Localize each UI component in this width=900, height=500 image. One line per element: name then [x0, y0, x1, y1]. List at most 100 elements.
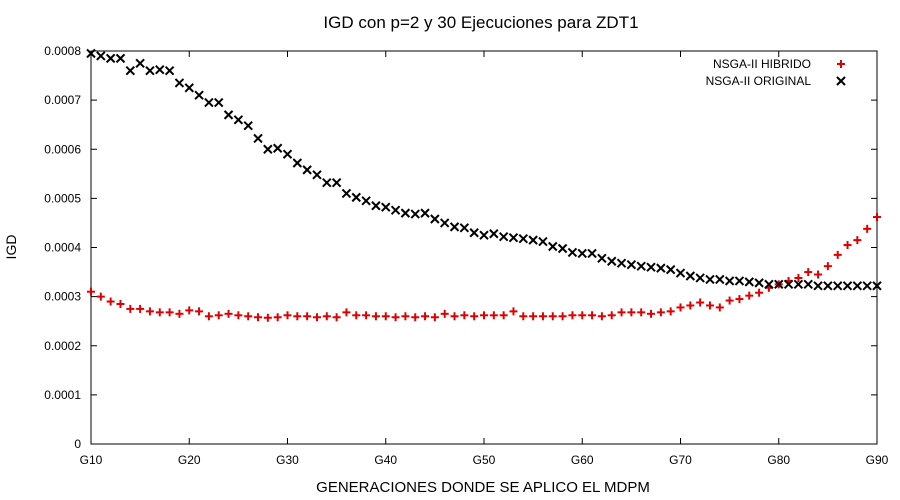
data-point	[283, 311, 292, 320]
data-point	[489, 311, 498, 320]
data-point	[292, 158, 303, 168]
data-point	[519, 312, 528, 321]
data-point	[597, 253, 607, 264]
data-point	[234, 311, 243, 320]
y-tick-label: 0	[74, 437, 81, 451]
data-point	[588, 311, 597, 320]
data-point	[735, 295, 744, 304]
data-point	[833, 250, 842, 259]
data-point	[459, 223, 470, 233]
data-point	[312, 170, 322, 180]
data-point	[303, 312, 312, 321]
data-point	[862, 281, 872, 291]
data-point	[165, 308, 174, 317]
data-point	[509, 307, 518, 316]
data-point	[538, 236, 548, 247]
data-point	[145, 307, 154, 316]
data-point	[705, 274, 715, 285]
data-point	[696, 298, 705, 307]
data-point	[823, 281, 833, 291]
x-tick-label: G20	[178, 453, 201, 467]
data-point	[499, 311, 508, 320]
data-point	[607, 311, 616, 320]
data-point	[273, 313, 282, 322]
data-point	[214, 311, 223, 320]
y-axis-title: IGD	[3, 235, 19, 260]
data-point	[646, 262, 656, 272]
plot-frame	[90, 50, 878, 445]
data-point	[843, 241, 852, 250]
data-point	[400, 208, 411, 218]
y-tick-label: 0.0001	[44, 388, 81, 402]
legend-label: NSGA-II ORIGINAL	[706, 74, 812, 88]
data-point	[469, 228, 479, 238]
data-point	[675, 268, 686, 278]
data-point	[725, 296, 734, 305]
data-point	[272, 143, 283, 153]
data-point	[302, 165, 312, 175]
data-point	[695, 273, 705, 283]
data-point	[567, 247, 578, 258]
data-point	[362, 311, 371, 320]
data-point	[479, 230, 489, 240]
data-point	[793, 279, 804, 290]
data-point	[194, 90, 204, 100]
data-point	[381, 202, 391, 212]
data-point	[686, 301, 695, 310]
data-point	[223, 110, 234, 120]
data-point	[764, 279, 774, 290]
x-tick-label: G40	[374, 453, 397, 467]
data-point	[548, 241, 558, 252]
x-axis-title: GENERACIONES DONDE SE APLICO EL MDPM	[316, 479, 650, 496]
data-point	[715, 274, 725, 285]
data-point	[322, 312, 331, 321]
data-point	[724, 276, 735, 286]
data-point	[96, 51, 106, 61]
chart-title: IGD con p=2 y 30 Ejecuciones para ZDT1	[323, 13, 638, 32]
data-point	[440, 309, 449, 318]
data-point	[647, 309, 656, 318]
data-point	[832, 281, 843, 291]
data-point	[253, 133, 263, 144]
data-point	[135, 58, 145, 68]
x-tick-label: G90	[866, 453, 889, 467]
data-point	[480, 311, 488, 320]
data-point	[587, 248, 597, 259]
data-point	[361, 196, 371, 206]
data-point	[391, 313, 400, 322]
data-point	[508, 232, 519, 243]
data-point	[430, 214, 440, 224]
series-nsga-ii-original	[86, 48, 882, 291]
data-point	[685, 271, 696, 281]
data-point	[489, 229, 499, 239]
data-point	[401, 312, 410, 321]
data-point	[420, 208, 430, 218]
data-point	[155, 64, 165, 75]
legend-label: NSGA-II HIBRIDO	[713, 57, 811, 71]
y-tick-label: 0.0004	[44, 241, 81, 255]
data-point	[637, 308, 646, 317]
data-point	[195, 307, 204, 316]
y-tick-label: 0.0003	[44, 290, 81, 304]
data-point	[804, 268, 813, 277]
data-point	[86, 48, 96, 59]
data-point	[254, 313, 263, 322]
data-point	[116, 299, 125, 308]
data-point	[568, 311, 577, 320]
data-point	[852, 281, 863, 291]
x-tick-label: G50	[473, 453, 496, 467]
data-point	[627, 308, 636, 317]
data-point	[744, 277, 754, 287]
data-point	[616, 258, 627, 268]
data-point	[204, 97, 214, 108]
data-point	[87, 287, 95, 296]
data-point	[754, 278, 764, 288]
y-tick-label: 0.0005	[44, 191, 81, 205]
data-point	[430, 313, 439, 322]
data-point	[175, 309, 184, 318]
data-point	[528, 235, 538, 245]
data-point	[244, 312, 253, 321]
x-tick-label: G70	[669, 453, 692, 467]
data-point	[371, 312, 380, 321]
data-point	[293, 312, 302, 321]
